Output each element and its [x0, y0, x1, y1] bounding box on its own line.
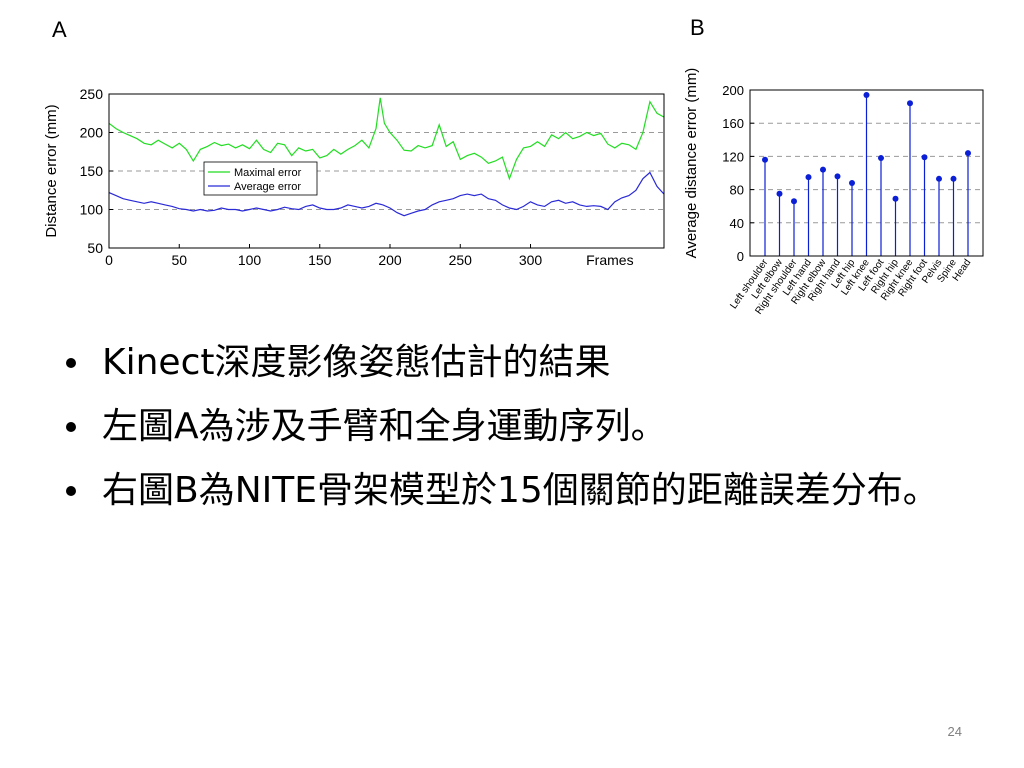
panel-b-label: B [690, 15, 705, 40]
chart-b-point [805, 174, 812, 181]
chart-a-xtick-label: 250 [449, 252, 473, 268]
chart-b-point [965, 150, 971, 157]
chart-b-grid [750, 122, 983, 224]
bullet-item: Kinect深度影像姿態估計的結果 [56, 338, 976, 388]
chart-a-xtick-label: 200 [378, 252, 402, 268]
chart-b-point [878, 155, 884, 162]
chart-a-xtick-label: 50 [171, 252, 187, 268]
chart-b-ytick-label: 160 [722, 116, 744, 131]
chart-a-xtick-label: 150 [308, 252, 332, 268]
chart-b-point [863, 91, 870, 98]
panel-a-label: A [52, 17, 67, 42]
figure-a: A 50 100 150 200 250 0 50 100 150 200 250 300 Frames… [36, 10, 672, 310]
bullet-item: 左圖A為涉及手臂和全身運動序列。 [56, 402, 976, 452]
chart-b-ytick-label: 0 [737, 249, 744, 264]
bullet-text: 右圖B為NITE骨架模型於15個關節的距離誤差分布。 [102, 470, 939, 511]
chart-a-ytick-label: 50 [87, 240, 103, 256]
chart-b-point [776, 190, 783, 197]
chart-a-ytick-label: 250 [80, 86, 104, 102]
chart-b-point [791, 198, 797, 205]
page-number: 24 [947, 724, 962, 739]
chart-b-ytick-label: 200 [722, 83, 744, 98]
chart-a-ytick-label: 100 [80, 202, 104, 218]
bullet-dot [66, 422, 76, 432]
chart-a-ytick-label: 200 [80, 125, 104, 141]
chart-b-point [762, 156, 768, 163]
chart-b-ytick-label: 120 [722, 149, 744, 164]
chart-b-ytick-label: 80 [730, 183, 744, 198]
chart-a-xtick-label: 0 [105, 252, 113, 268]
chart-a-legend: Maximal error Average error [203, 161, 318, 196]
chart-b-point [849, 179, 855, 186]
bullet-text: Kinect深度影像姿態估計的結果 [102, 342, 611, 383]
chart-b-ytick-label: 40 [730, 216, 744, 231]
chart-a-ytick-label: 150 [80, 163, 104, 179]
bullet-list: Kinect深度影像姿態估計的結果 左圖A為涉及手臂和全身運動序列。 右圖B為N… [56, 338, 976, 530]
chart-b-point [950, 175, 957, 182]
bullet-item: 右圖B為NITE骨架模型於15個關節的距離誤差分布。 [56, 466, 976, 516]
chart-a-lines [108, 97, 665, 217]
chart-b-point [820, 166, 826, 173]
chart-a-xtick-label: 100 [238, 252, 262, 268]
chart-a-xtick-label: 300 [519, 252, 543, 268]
chart-a-legend-label: Maximal error [234, 167, 302, 179]
bullet-dot [66, 358, 76, 368]
chart-b-point [907, 100, 913, 107]
chart-b-point [921, 154, 928, 161]
bullet-dot [66, 486, 76, 496]
chart-b-ylabel: Average distance error (mm) [683, 68, 700, 259]
chart-b-point [834, 173, 841, 180]
chart-a-series-line [108, 97, 665, 181]
chart-b-frame [749, 89, 984, 257]
chart-b-point [936, 175, 942, 182]
chart-b-point [892, 195, 899, 202]
chart-b-stems [762, 91, 971, 256]
chart-a-ylabel: Distance error (mm) [43, 104, 60, 237]
bullet-text: 左圖A為涉及手臂和全身運動序列。 [102, 406, 667, 447]
chart-a-legend-label: Average error [234, 181, 301, 193]
chart-a-xlabel: Frames [586, 252, 633, 268]
chart-a-legend-box [203, 161, 318, 196]
figure-b: B 0 40 80 120 160 200 Left shoulder Left elbow R… [680, 10, 992, 320]
chart-a-grid [109, 132, 664, 210]
chart-a-series-line [108, 171, 665, 217]
